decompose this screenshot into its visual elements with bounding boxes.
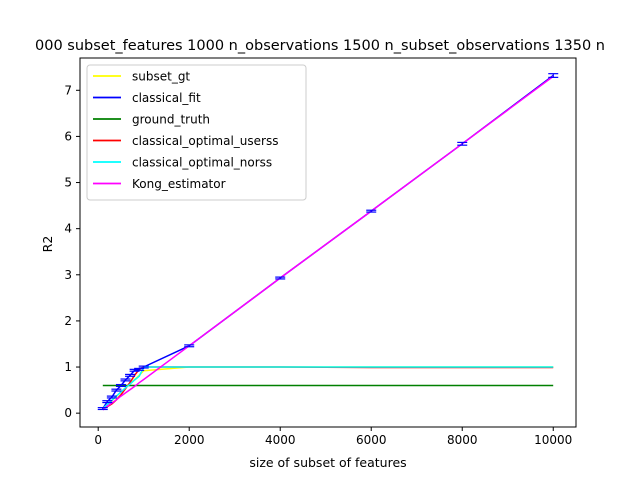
legend-label: classical_optimal_userss: [132, 134, 278, 148]
series-line-classical_optimal_userss: [102, 366, 554, 409]
axes-frame: [79, 57, 577, 428]
axes: 0 2000 4000 6000 8000 10000 0 1 2 3 4 5 6 7: [64, 57, 577, 447]
y-axis-label: R2: [40, 236, 55, 253]
y-tick-label: 2: [64, 314, 72, 328]
legend-box: [86, 64, 307, 201]
legend-label: subset_gt: [132, 70, 190, 84]
x-tick-label: 4000: [265, 433, 296, 447]
y-tick-label: 5: [64, 176, 72, 190]
x-tick-label: 2000: [174, 433, 205, 447]
y-tick-label: 3: [64, 268, 72, 282]
x-tick-label: 6000: [356, 433, 387, 447]
legend: subset_gt classical_fit ground_truthclassi…: [86, 64, 307, 201]
chart-title: 000 subset_features 1000 n_observations …: [35, 38, 605, 54]
y-tick-label: 7: [64, 83, 72, 97]
y-tick-label: 6: [64, 129, 72, 143]
x-tick-label: 10000: [534, 433, 572, 447]
legend-label: classical_optimal_norss: [132, 156, 272, 170]
series-line-Kong_estimator: [102, 75, 554, 411]
y-tick-label: 0: [64, 406, 72, 420]
x-tick-label: 8000: [447, 433, 478, 447]
x-tick-label: 0: [94, 433, 102, 447]
y-tick-label: 4: [64, 222, 72, 236]
series-line-subset_gt: [102, 366, 554, 410]
legend-label: ground_truth: [132, 113, 210, 127]
legend-label: classical_fit: [132, 91, 201, 105]
y-tick-label: 1: [64, 360, 72, 374]
plot-area: [97, 73, 559, 411]
x-axis-label: size of subset of features: [249, 455, 406, 470]
legend-label: Kong_estimator: [132, 177, 226, 191]
series-line-classical_optimal_norss: [102, 366, 554, 410]
